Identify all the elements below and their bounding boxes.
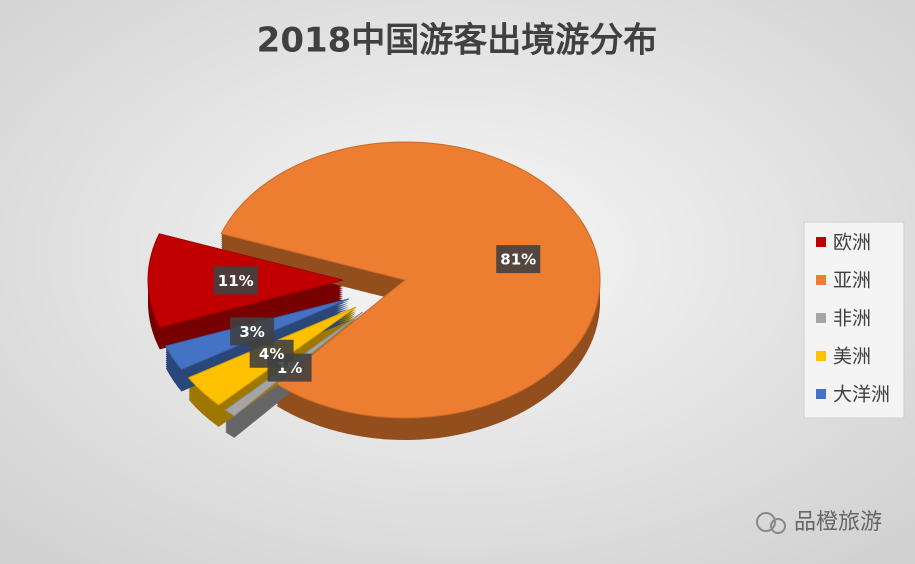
data-label: 81%: [500, 251, 536, 269]
legend-label: 亚洲: [833, 270, 871, 292]
legend-swatch: [816, 351, 826, 361]
label-box: [230, 317, 275, 346]
legend-label: 大洋洲: [833, 384, 890, 406]
legend-swatch: [816, 237, 826, 247]
watermark-text: 品橙旅游: [794, 510, 882, 535]
data-label: 3%: [239, 323, 264, 341]
data-label: 11%: [218, 272, 254, 290]
legend-swatch: [816, 313, 826, 323]
legend-label: 欧洲: [833, 232, 871, 254]
label-box: [213, 266, 258, 295]
legend-label: 美洲: [833, 346, 871, 368]
pie-slice: [220, 141, 601, 419]
data-label: 4%: [259, 345, 284, 363]
watermark: 品橙旅游: [756, 510, 882, 535]
chart-title: 2018中国游客出境游分布: [257, 21, 658, 61]
label-box: [496, 245, 541, 274]
legend-swatch: [816, 389, 826, 399]
legend-swatch: [816, 275, 826, 285]
legend-label: 非洲: [833, 308, 871, 330]
